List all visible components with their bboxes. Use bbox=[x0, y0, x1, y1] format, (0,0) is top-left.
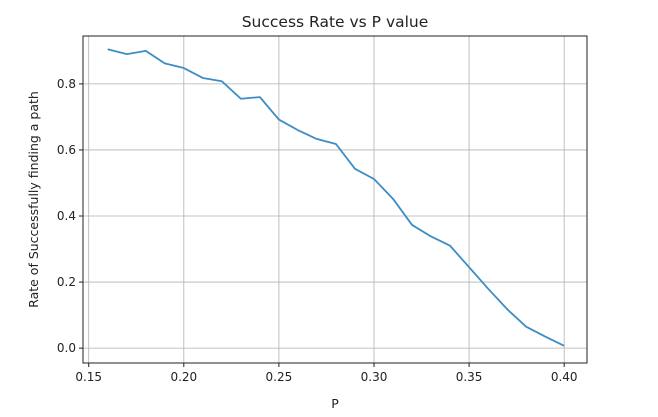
y-tick-label: 0.4 bbox=[57, 209, 76, 223]
x-tick-label: 0.20 bbox=[170, 370, 197, 384]
series-line bbox=[107, 48, 565, 347]
x-tick-label: 0.25 bbox=[266, 370, 293, 384]
x-tick-label: 0.35 bbox=[456, 370, 483, 384]
series-layer bbox=[107, 48, 565, 347]
y-tick-label: 0.6 bbox=[57, 143, 76, 157]
x-axis-label: P bbox=[331, 396, 339, 411]
x-tick-label: 0.40 bbox=[551, 370, 578, 384]
y-tick-label: 0.2 bbox=[57, 275, 76, 289]
grid-lines bbox=[83, 36, 587, 363]
x-tick-label: 0.30 bbox=[361, 370, 388, 384]
y-axis-label: Rate of Successfully finding a path bbox=[26, 91, 41, 308]
y-tick-label: 0.0 bbox=[57, 341, 76, 355]
axis-ticks: 0.15 0.20 0.25 0.30 0.35 0.40 0.0 0.2 0.4 0.6 0.8 bbox=[57, 77, 578, 384]
plot-frame bbox=[82, 35, 588, 364]
y-tick-label: 0.8 bbox=[57, 77, 76, 91]
x-tick-label: 0.15 bbox=[75, 370, 102, 384]
chart-title: Success Rate vs P value bbox=[242, 13, 429, 31]
